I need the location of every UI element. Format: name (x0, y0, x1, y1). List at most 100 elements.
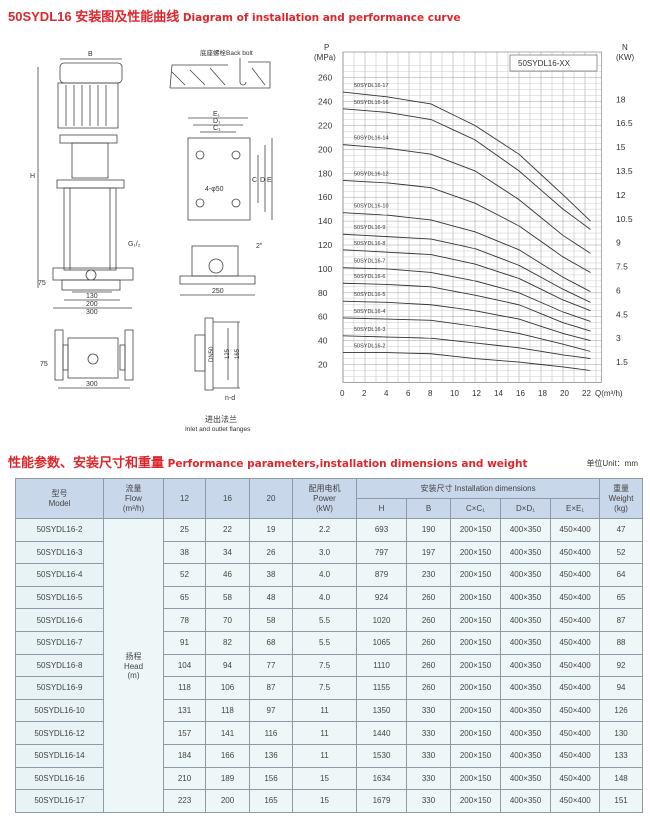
y2-tick-label: 15 (616, 142, 626, 152)
curve-label: 50SYDL16-17 (354, 83, 389, 89)
value-cell: 450×400 (549, 789, 601, 813)
model-cell: 50SYDL16-14 (15, 743, 104, 768)
model-cell: 50SYDL16-12 (15, 721, 104, 745)
value-cell: 11 (292, 721, 357, 745)
model-cell: 50SYDL16-4 (15, 563, 104, 587)
y-tick-label: 140 (318, 216, 332, 226)
value-cell: 450×400 (549, 540, 601, 565)
value-cell: 94 (205, 653, 250, 678)
y-axis-unit: (MPa) (314, 53, 336, 62)
y2-tick-label: 9 (616, 238, 621, 248)
value-cell: 19 (249, 518, 293, 542)
curve-label: 50SYDL16-9 (354, 225, 386, 231)
value-cell: 260 (406, 653, 451, 678)
table-row: 50SYDL16-14 184 166 136 11 1530 330 200×150 400×… (15, 743, 644, 768)
motor (57, 82, 119, 129)
value-cell: 400×350 (500, 653, 551, 678)
value-cell: 260 (406, 608, 451, 632)
value-cell: 106 (205, 676, 250, 700)
value-cell: 200×150 (450, 698, 501, 723)
value-cell: 1020 (356, 608, 407, 632)
value-cell: 330 (406, 743, 451, 768)
label-300: 300 (86, 309, 98, 316)
value-cell: 7.5 (292, 676, 357, 700)
header-model: 型号 Model (15, 478, 104, 519)
curve-label: 50SYDL16-10 (354, 204, 389, 210)
x-axis-label: Q(m³/h) (595, 389, 623, 398)
value-cell: 1634 (356, 766, 407, 791)
value-cell: 200×150 (450, 585, 501, 610)
y2-tick-label: 10.5 (616, 214, 633, 224)
pump-side-view (179, 245, 256, 296)
value-cell: 450×400 (549, 585, 601, 610)
label-300b: 300 (86, 381, 98, 388)
table-row: 50SYDL16-4 52 46 38 4.0 879 230 200×150 400×350 4… (15, 563, 644, 587)
label-165: 165 (235, 348, 241, 359)
value-cell: 450×400 (549, 743, 601, 768)
value-cell: 46 (205, 563, 250, 587)
header-e: E×E₁ (549, 498, 601, 519)
label-b: B (88, 51, 93, 58)
header-flow-20: 20 (249, 478, 293, 519)
value-cell: 148 (599, 766, 644, 791)
value-cell: 260 (406, 630, 451, 655)
value-cell: 68 (249, 630, 293, 655)
value-cell: 1065 (356, 630, 407, 655)
value-cell: 400×350 (500, 608, 551, 632)
value-cell: 38 (163, 540, 206, 565)
header-b: B (406, 498, 451, 519)
model-cell: 50SYDL16-8 (15, 653, 104, 678)
curve-label: 50SYDL16-8 (354, 241, 386, 247)
value-cell: 65 (163, 585, 206, 610)
x-tick-label: 20 (560, 389, 569, 398)
value-cell: 1440 (356, 721, 407, 745)
x-tick-label: 4 (384, 389, 389, 398)
curve-50sydl16-17 (342, 91, 591, 222)
header-flow: 流量 Flow (m³/h) (103, 478, 164, 519)
pump-bottom-view (54, 329, 134, 389)
table-row: 50SYDL16-10 131 118 97 11 1350 330 200×150 400×3… (15, 698, 644, 723)
label-200: 200 (86, 301, 98, 308)
value-cell: 693 (356, 518, 407, 542)
value-cell: 924 (356, 585, 407, 610)
value-cell: 230 (406, 563, 451, 587)
value-cell: 64 (599, 563, 644, 587)
label-c1: C₁ (213, 125, 221, 132)
y-tick-label: 200 (318, 144, 332, 154)
table-row: 50SYDL16-16 210 189 156 15 1634 330 200×150 400×… (15, 766, 644, 791)
value-cell: 1350 (356, 698, 407, 723)
value-cell: 26 (249, 540, 293, 565)
label-g: G₁/₂ (128, 241, 141, 248)
value-cell: 210 (163, 766, 206, 791)
value-cell: 77 (249, 653, 293, 678)
label-e: E (267, 177, 272, 184)
value-cell: 400×350 (500, 743, 551, 768)
model-cell: 50SYDL16-6 (15, 608, 104, 632)
value-cell: 165 (249, 789, 293, 813)
x-tick-label: 22 (582, 389, 591, 398)
value-cell: 11 (292, 743, 357, 768)
value-cell: 94 (599, 676, 644, 700)
value-cell: 200×150 (450, 630, 501, 655)
curve-50sydl16-14 (342, 144, 591, 254)
table-row: 50SYDL16-8 104 94 77 7.5 1110 260 200×150 400×35… (15, 653, 644, 678)
y-tick-label: 40 (318, 336, 328, 346)
value-cell: 330 (406, 789, 451, 813)
model-cell: 50SYDL16-10 (15, 698, 104, 723)
curve-label: 50SYDL16-5 (354, 292, 386, 298)
label-75b: 75 (40, 361, 48, 368)
curve-50sydl16-3 (342, 335, 591, 359)
value-cell: 82 (205, 630, 250, 655)
table-row: 50SYDL16-17 223 200 165 15 1679 330 200×150 400×… (15, 789, 644, 813)
value-cell: 400×350 (500, 518, 551, 542)
y-tick-label: 80 (318, 288, 328, 298)
value-cell: 15 (292, 766, 357, 791)
header-power: 配用电机 Power (kW) (292, 478, 357, 519)
flange-diagram (194, 317, 240, 391)
curve-50sydl16-9 (342, 233, 591, 303)
model-cell: 50SYDL16-7 (15, 630, 104, 655)
table-title: 性能参数、安装尺寸和重量 Performance parameters,inst… (8, 452, 528, 471)
value-cell: 400×350 (500, 540, 551, 565)
curve-50sydl16-7 (342, 267, 591, 322)
y2-tick-label: 18 (616, 94, 626, 104)
